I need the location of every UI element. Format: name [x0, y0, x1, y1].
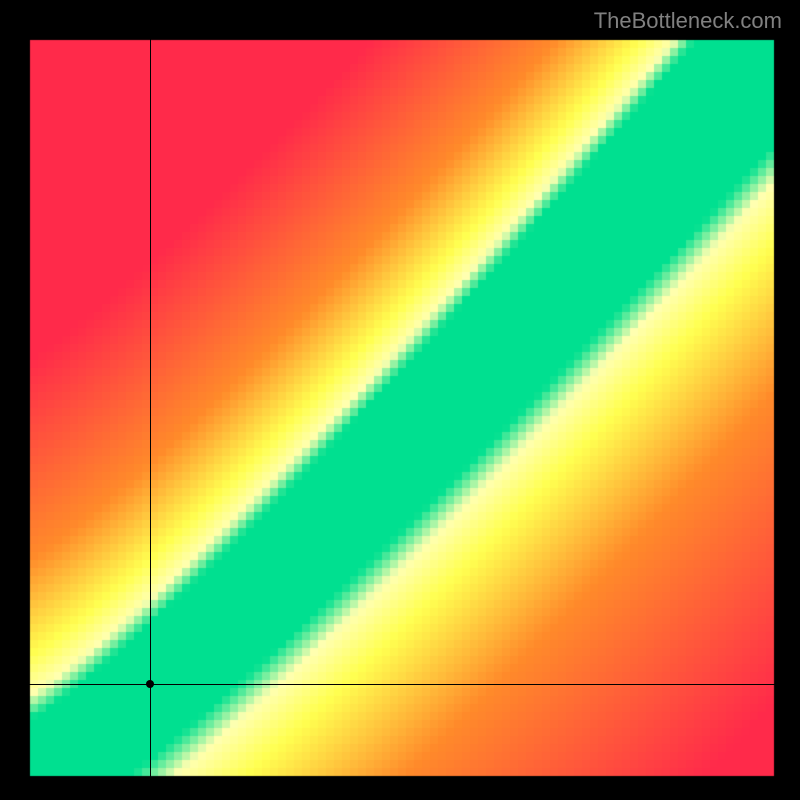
crosshair-horizontal [0, 684, 800, 685]
marker-dot [146, 680, 154, 688]
watermark-text: TheBottleneck.com [594, 8, 782, 34]
chart-container: TheBottleneck.com [0, 0, 800, 800]
heatmap-canvas [0, 0, 800, 800]
